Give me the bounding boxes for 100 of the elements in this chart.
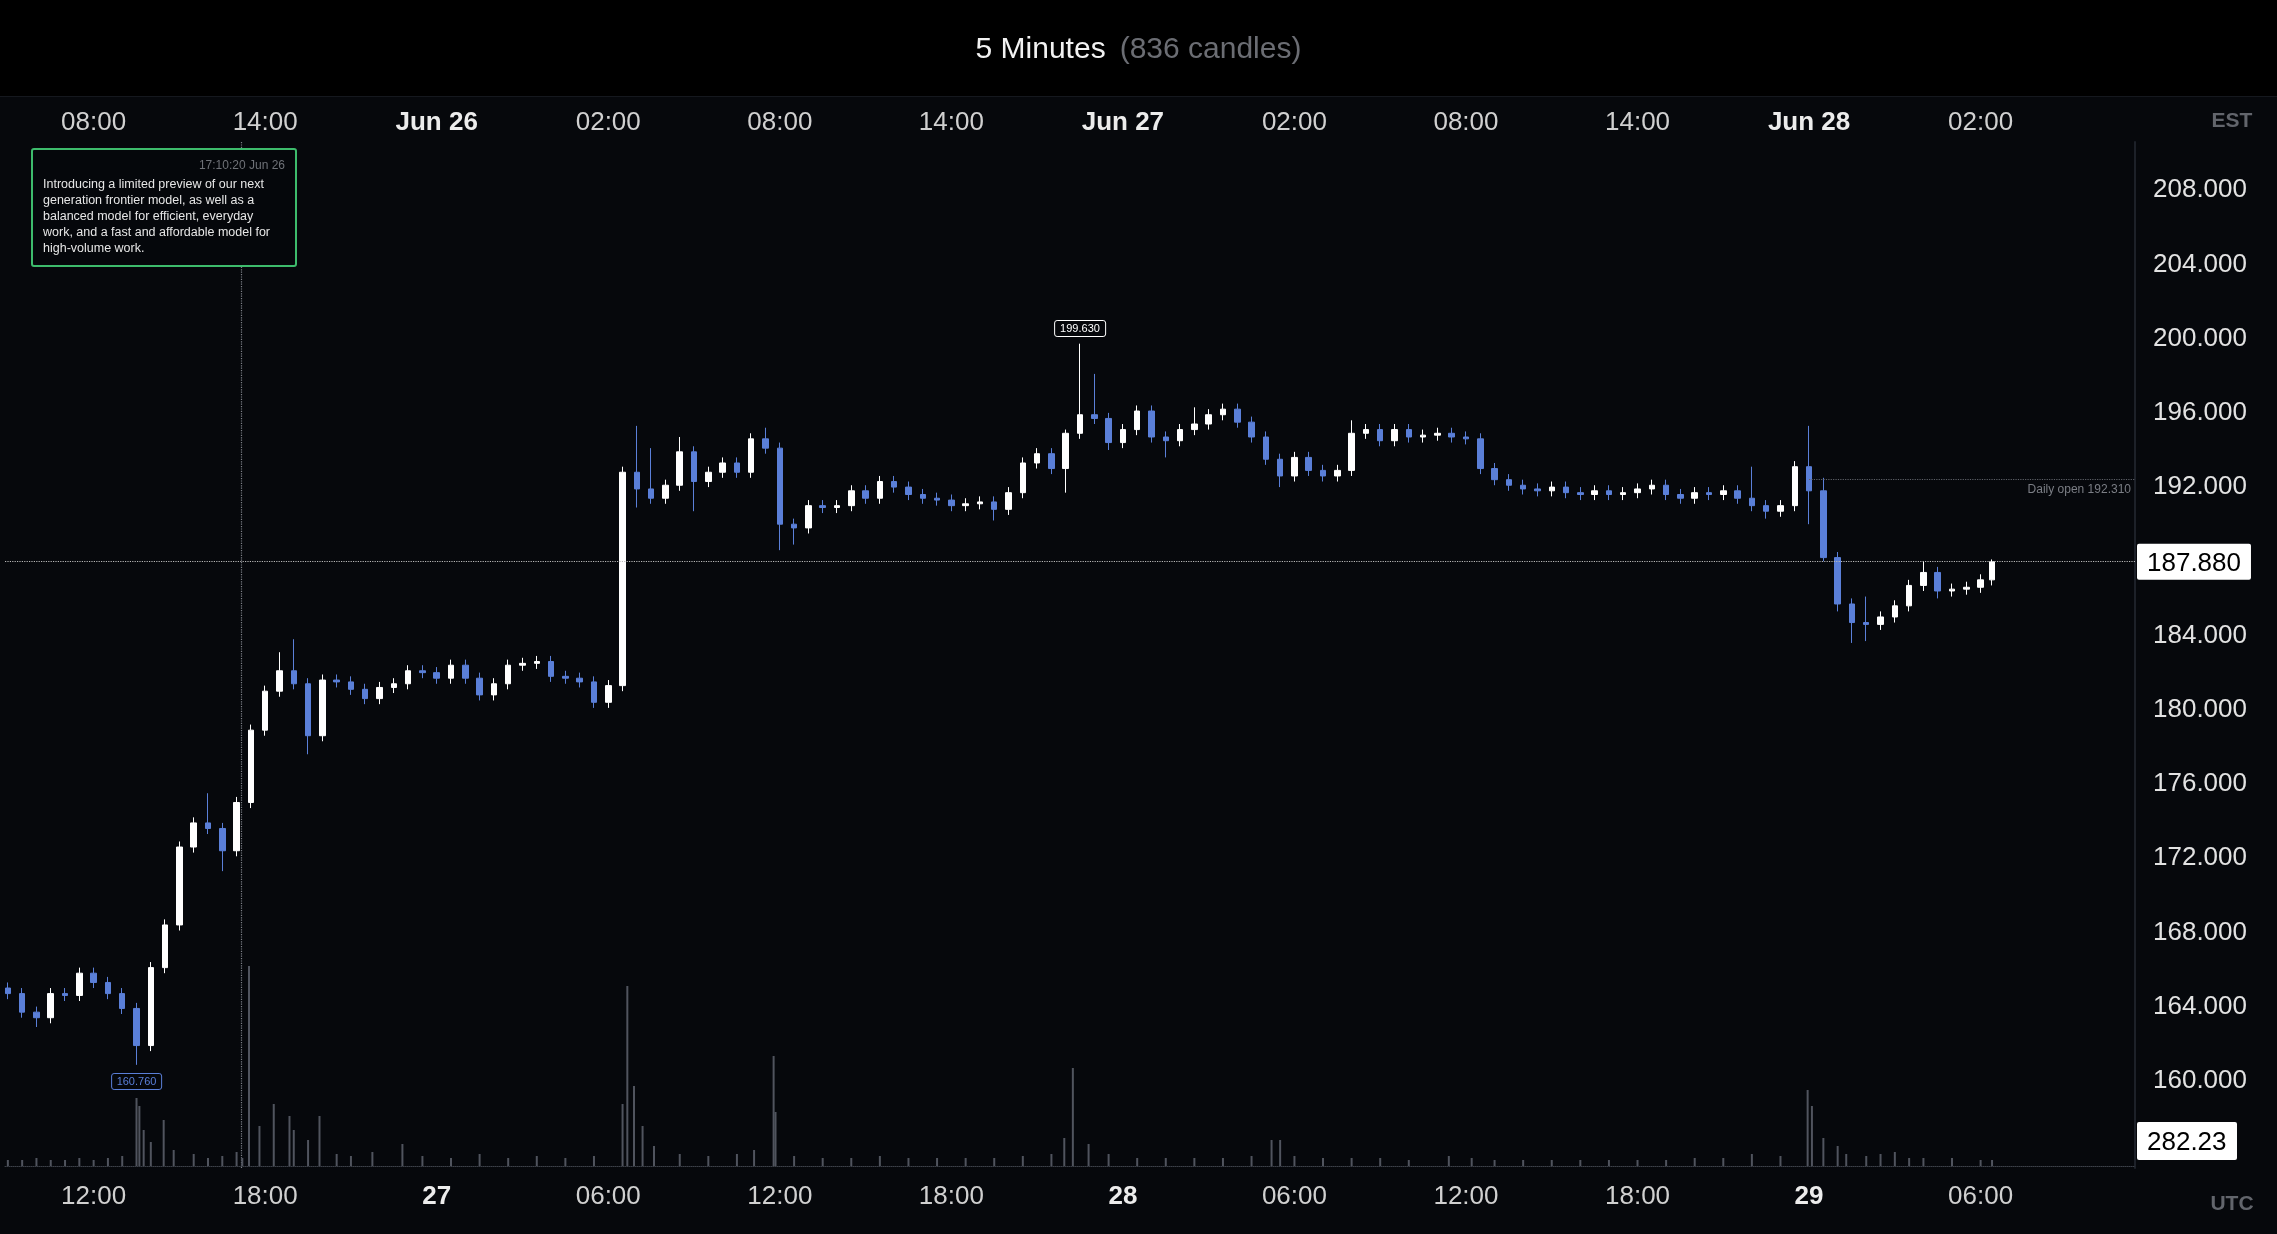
candlestick: [1134, 404, 1140, 436]
candlestick: [505, 659, 511, 690]
candlestick: [1491, 462, 1498, 486]
candlestick: [5, 981, 11, 1000]
candlestick: [1777, 499, 1784, 518]
x-tick-label: 06:00: [1948, 1180, 2014, 1210]
candlestick: [1949, 583, 1955, 598]
candlestick: [47, 987, 54, 1024]
candlestick: [276, 651, 283, 698]
candlestick: [1506, 473, 1512, 492]
candlestick: [519, 657, 526, 672]
candlestick: [362, 683, 368, 705]
candlestick: [1448, 427, 1455, 444]
candlestick: [1963, 581, 1970, 596]
candlestick: [1706, 486, 1712, 501]
candlestick: [1234, 403, 1241, 429]
x2-tick-label: Jun 28: [1767, 106, 1851, 136]
candlestick: [848, 484, 855, 512]
candlestick: [1749, 466, 1755, 512]
candlestick: [1248, 416, 1255, 444]
candlestick: [1934, 566, 1941, 599]
candlestick: [1048, 447, 1055, 475]
candlestick: [877, 475, 883, 505]
candlestick: [748, 432, 754, 479]
y-tick-label: 208.000: [2153, 173, 2247, 204]
candlestick: [1463, 430, 1469, 445]
candlestick: [634, 425, 640, 508]
candlestick: [376, 681, 383, 705]
candlestick: [734, 456, 740, 479]
ref-line-label: Daily open 192.310: [2027, 482, 2132, 497]
x-tick-label: 18:00: [232, 1180, 298, 1210]
candlestick: [1534, 482, 1541, 497]
candlestick: [1892, 599, 1898, 624]
x-axis-title: UTC: [2210, 1191, 2254, 1214]
candlestick: [891, 475, 897, 494]
candlestick: [1406, 423, 1412, 444]
candlestick: [348, 675, 354, 696]
candlestick: [762, 427, 769, 455]
x-tick-label: 06:00: [575, 1180, 641, 1210]
candlestick: [920, 488, 926, 505]
candlestick: [1263, 430, 1269, 466]
candlestick: [991, 495, 997, 521]
candlestick: [476, 672, 483, 701]
candlestick: [262, 685, 268, 737]
x2-tick-label: 08:00: [747, 106, 813, 136]
ref-line-label: 187.880: [2147, 546, 2241, 577]
candlestick: [905, 481, 912, 501]
candlestick: [1591, 484, 1598, 501]
candlestick: [1806, 425, 1812, 525]
y-tick-label: 168.000: [2153, 915, 2247, 946]
candlestick: [1620, 486, 1626, 501]
candlestick: [1820, 477, 1827, 562]
candlestick: [1977, 573, 1984, 594]
candlestick: [1191, 406, 1198, 436]
candlestick: [1105, 412, 1112, 451]
candlestick: [1291, 451, 1298, 483]
candlestick: [591, 675, 597, 709]
candlestick: [1077, 343, 1083, 440]
candlestick: [76, 967, 83, 1002]
candlestick: [433, 666, 440, 685]
candlestick: [805, 499, 812, 534]
y-tick-label: 192.000: [2153, 470, 2247, 501]
candlestick: [1563, 481, 1569, 499]
candlestick: [19, 987, 25, 1019]
candlestick: [1920, 560, 1927, 592]
candlestick: [1906, 579, 1912, 612]
candlestick: [1120, 423, 1126, 449]
y-tick-label: 164.000: [2153, 989, 2247, 1020]
candlestick: [1091, 373, 1098, 425]
candlestick: [562, 670, 569, 685]
candlestick: [90, 967, 97, 989]
candlestick: [1391, 423, 1398, 447]
candlestick: [1305, 451, 1312, 477]
candlestick: [233, 796, 240, 857]
candlestick: [119, 987, 125, 1015]
candlestick: [248, 724, 254, 809]
x2-tick-label: 14:00: [232, 106, 298, 136]
candlestick: [1434, 427, 1441, 442]
candlestick: [1792, 460, 1798, 512]
candlestick: [1320, 464, 1326, 483]
x-tick-label: 27: [422, 1180, 452, 1210]
candlestick: [33, 1006, 40, 1028]
note-card: 17:10:20 Jun 26 Introducing a limited preview of our next generation frontier model, as well as a balanced model for efficient, everyday work, and a fast and affordable model for high-volume work.: [31, 148, 297, 267]
x2-tick-label: 14:00: [918, 106, 984, 136]
x-tick-label: 18:00: [918, 1180, 984, 1210]
candlestick: [1763, 499, 1769, 520]
candlestick: [534, 655, 540, 670]
candlestick: [462, 659, 469, 685]
candlestick: [205, 792, 211, 835]
y-tick-label: 176.000: [2153, 767, 2247, 798]
candlestick: [1677, 488, 1684, 505]
candlestick: [1220, 403, 1226, 421]
chart-subtitle: (836 candles): [1119, 31, 1302, 64]
candlestick: [1334, 464, 1341, 483]
candlestick: [1363, 423, 1369, 440]
candlestick: [934, 492, 940, 507]
candlestick: [419, 664, 426, 679]
candlestick: [219, 822, 226, 872]
candlestick: [1020, 456, 1026, 499]
candlestick: [676, 436, 683, 492]
